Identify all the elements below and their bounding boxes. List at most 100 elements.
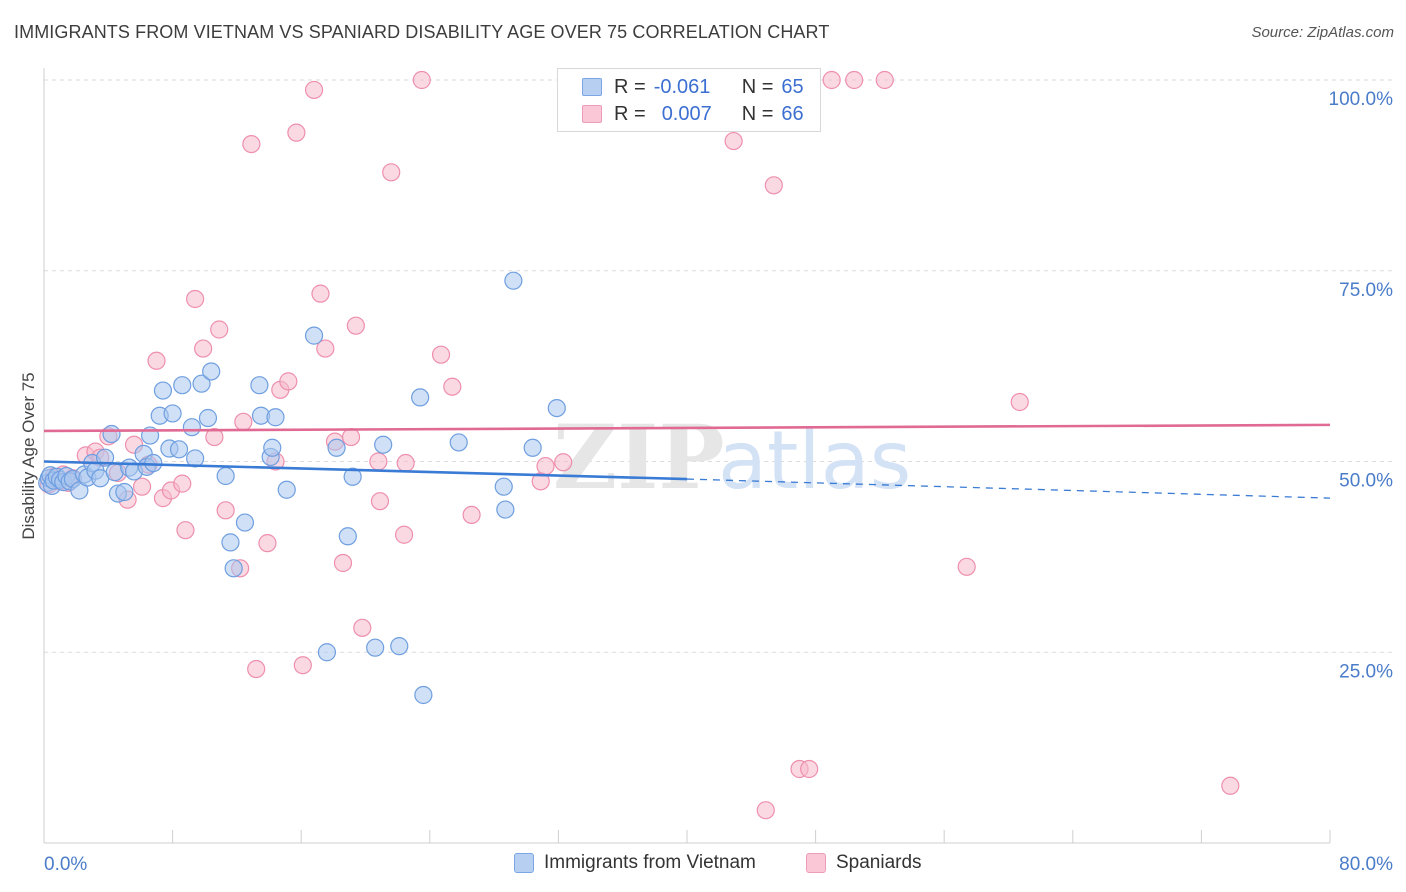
vietnam-point [263,438,282,457]
vietnam-point [343,467,362,486]
vietnam-point [216,466,235,486]
spaniards-point [216,501,235,520]
legend-item-vietnam[interactable]: Immigrants from Vietnam [514,852,756,874]
spaniards-point [234,412,253,431]
spaniards-point [293,656,312,675]
spaniards-point [394,525,414,544]
vietnam-point [338,527,357,546]
vietnam-point [182,418,201,437]
spaniards-point [353,618,372,637]
legend-r-value: 0.007 [661,102,712,125]
vietnam-trend-extension [686,478,1331,499]
vietnam-point [504,271,523,290]
vietnam-trend-line [43,460,688,481]
spaniards-point [1010,392,1029,412]
y-tick-label: 25.0% [1339,661,1393,682]
spaniards-point [279,372,298,391]
spaniards-point [287,123,306,142]
vietnam-point [202,362,221,381]
chart-title: IMMIGRANTS FROM VIETNAM VS SPANIARD DISA… [14,22,830,42]
spaniards-point [756,801,775,820]
spaniards-point [173,474,192,493]
vietnam-point [102,424,121,444]
spaniards-point [1221,776,1240,795]
vietnam-point [374,435,393,454]
spaniards-trend-line [43,423,1331,433]
vietnam-point [250,376,269,395]
y-tick-label: 100.0% [1329,89,1394,110]
vietnam-point [390,637,409,656]
vietnam-point [317,643,337,662]
legend-n-label: N = [741,102,774,125]
vietnam-point [186,449,205,468]
vietnam-point [523,438,542,457]
vietnam-point [414,685,433,705]
spaniards-point [186,289,205,309]
spaniards-point [443,377,462,396]
vietnam-point [547,398,566,418]
spaniards-point [382,163,401,182]
spaniards-point [258,534,277,553]
legend-label-vietnam: Immigrants from Vietnam [544,852,756,873]
stats-legend: R = -0.061 N = 65 R = 0.007 N = 66 [557,68,821,132]
legend-row-vietnam: R = -0.061 N = 65 [582,74,804,100]
vietnam-point [192,374,211,393]
vietnam-point [169,440,189,459]
vietnam-point [224,559,243,578]
spaniards-point [462,505,481,525]
spaniards-point [147,351,166,370]
x-tick-label: 0.0% [44,854,87,875]
legend-swatch-blue [582,78,602,96]
axes [43,68,1331,844]
source-label: Source: ZipAtlas.com [1251,24,1394,41]
vietnam-point [496,500,515,519]
vietnam-point [494,477,513,496]
spaniards-point [845,70,864,90]
vietnam-point [235,513,255,532]
legend-row-spaniards: R = 0.007 N = 66 [582,101,804,127]
spaniards-point [554,453,573,472]
spaniards-point [957,557,976,576]
spaniards-point [247,659,266,679]
legend-r-label: R = [614,75,646,98]
spaniards-point [333,553,353,573]
vietnam-point [304,326,324,345]
spaniards-point [132,477,152,496]
y-axis-label: Disability Age Over 75 [19,372,38,539]
spaniards-point [875,70,894,90]
legend-item-spaniards[interactable]: Spaniards [806,852,922,874]
axis-labels: 100.0% 75.0% 50.0% 25.0% 0.0% 80.0% Disability… [19,89,1393,875]
spaniards-point [370,492,390,511]
spaniards-point [431,345,451,364]
spaniards-point [176,521,195,540]
spaniards-point [369,452,388,471]
vietnam-point [163,404,182,423]
legend-n-value: 65 [781,75,804,98]
spaniards-point [242,134,261,154]
spaniards-point [724,131,743,151]
legend-r-label: R = [614,102,646,125]
vietnam-point [449,433,468,452]
vietnam-point [327,438,346,457]
spaniards-point [316,339,335,358]
vietnam-point [173,376,192,395]
legend-n-label: N = [741,75,774,98]
series-legend: Immigrants from Vietnam Spaniards [0,852,1406,878]
spaniards-point [396,453,415,473]
spaniards-point [800,759,819,779]
watermark-zip: ZIP [553,405,725,509]
vietnam-point [221,533,240,552]
legend-swatch-pink [806,853,826,873]
vietnam-point [115,482,134,502]
legend-n-value: 66 [781,102,804,125]
vietnam-point [366,638,385,657]
legend-r-value: -0.061 [653,75,711,98]
vietnam-point [411,388,430,407]
spaniards-point [341,427,361,447]
legend-swatch-pink [582,105,602,123]
spaniards-point [346,316,365,335]
watermark-atlas: atlas [718,414,911,507]
y-tick-label: 75.0% [1339,280,1393,301]
spaniards-point [764,176,783,195]
